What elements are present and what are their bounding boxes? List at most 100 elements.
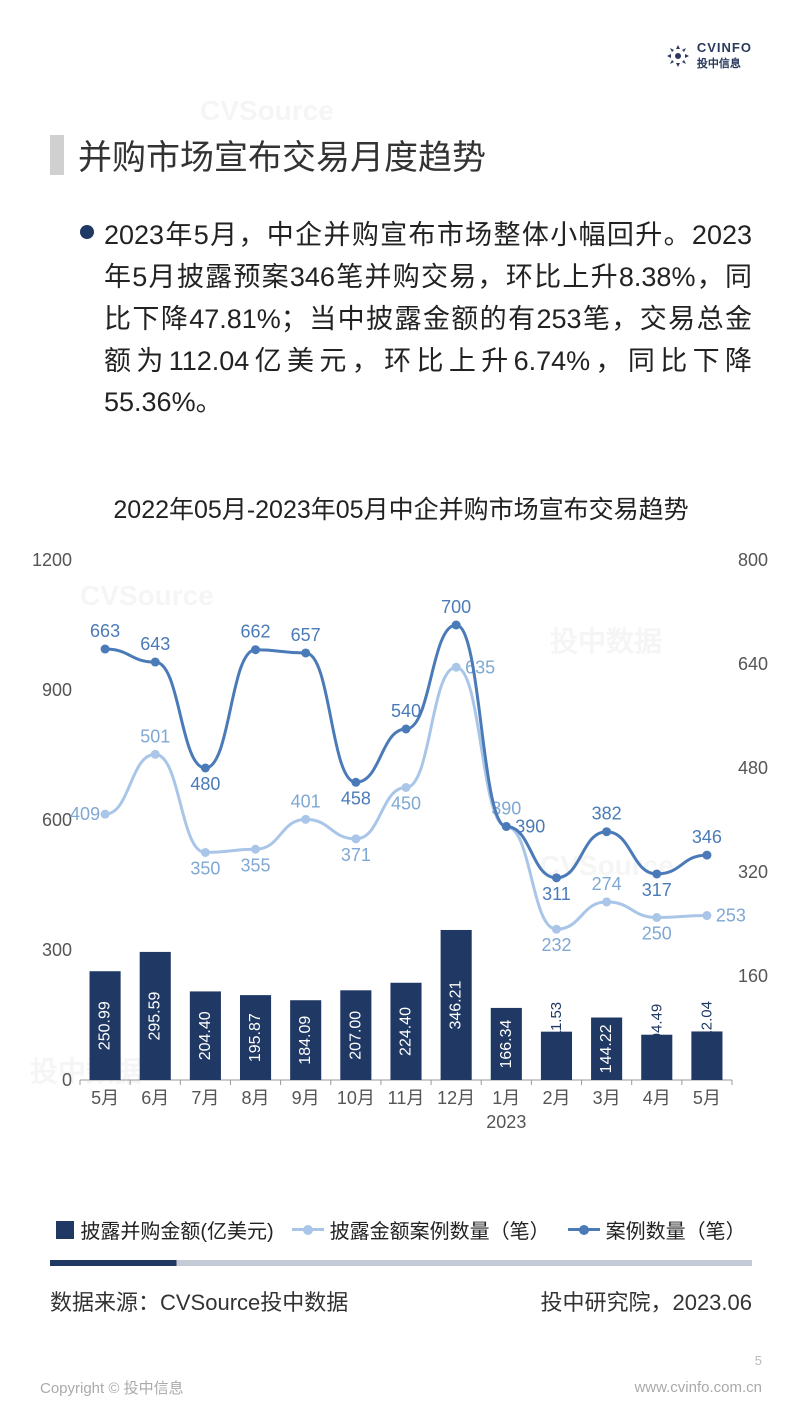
line-marker — [151, 750, 160, 759]
svg-text:295.59: 295.59 — [147, 991, 164, 1040]
line-marker — [552, 925, 561, 934]
svg-text:166.34: 166.34 — [498, 1019, 515, 1068]
svg-text:6月: 6月 — [141, 1088, 169, 1108]
line-marker — [101, 810, 110, 819]
svg-text:350: 350 — [190, 859, 220, 879]
svg-text:144.22: 144.22 — [598, 1024, 615, 1073]
page-title-block: 并购市场宣布交易月度趋势 — [50, 130, 486, 179]
bullet-icon — [80, 225, 94, 239]
svg-text:224.40: 224.40 — [398, 1007, 415, 1056]
legend-label-bar: 披露并购金额(亿美元) — [80, 1215, 273, 1244]
svg-text:184.09: 184.09 — [297, 1016, 314, 1065]
svg-text:800: 800 — [738, 550, 768, 570]
line-marker — [702, 911, 711, 920]
svg-text:657: 657 — [291, 625, 321, 645]
svg-text:311: 311 — [542, 884, 571, 904]
line-marker — [552, 873, 561, 882]
line-marker — [602, 827, 611, 836]
line-marker — [602, 897, 611, 906]
line-marker — [652, 869, 661, 878]
svg-text:3月: 3月 — [593, 1088, 621, 1108]
svg-text:663: 663 — [90, 621, 120, 641]
chart-title: 2022年05月-2023年05月中企并购市场宣布交易趋势 — [0, 490, 802, 526]
line-marker — [702, 851, 711, 860]
svg-text:346: 346 — [692, 827, 722, 847]
line-marker — [101, 645, 110, 654]
svg-text:7月: 7月 — [191, 1088, 219, 1108]
svg-text:207.00: 207.00 — [347, 1011, 364, 1060]
svg-text:409: 409 — [70, 804, 100, 824]
svg-text:253: 253 — [716, 906, 746, 926]
svg-text:12月: 12月 — [437, 1088, 475, 1108]
svg-text:5月: 5月 — [91, 1088, 119, 1108]
legend-swatch-light — [292, 1228, 324, 1231]
chart-legend: 披露并购金额(亿美元) 披露金额案例数量（笔） 案例数量（笔） — [30, 1215, 772, 1244]
svg-text:300: 300 — [42, 940, 72, 960]
svg-text:232: 232 — [541, 935, 571, 955]
combo-chart: 03006009001200160320480640800250.99295.5… — [20, 540, 782, 1160]
line-marker — [452, 663, 461, 672]
footer: Copyright © 投中信息 www.cvinfo.com.cn — [40, 1377, 762, 1398]
page-number: 5 — [755, 1353, 762, 1368]
divider — [50, 1260, 752, 1266]
svg-text:643: 643 — [140, 634, 170, 654]
legend-label-dark: 案例数量（笔） — [606, 1215, 746, 1244]
svg-text:355: 355 — [241, 855, 271, 875]
legend-label-light: 披露金额案例数量（笔） — [330, 1215, 550, 1244]
source-row: 数据来源：CVSource投中数据 投中研究院，2023.06 — [50, 1285, 752, 1317]
svg-text:250: 250 — [642, 924, 672, 944]
svg-text:250.99: 250.99 — [97, 1001, 114, 1050]
svg-text:382: 382 — [592, 804, 622, 824]
line-marker — [652, 913, 661, 922]
svg-text:401: 401 — [291, 791, 321, 811]
line-marker — [201, 764, 210, 773]
svg-text:10月: 10月 — [337, 1088, 375, 1108]
line-marker — [502, 822, 511, 831]
footer-copyright: Copyright © 投中信息 — [40, 1377, 184, 1398]
svg-text:390: 390 — [515, 817, 545, 837]
legend-item-dark: 案例数量（笔） — [568, 1215, 746, 1244]
svg-text:600: 600 — [42, 810, 72, 830]
logo-sub-text: 投中信息 — [697, 55, 752, 71]
logo-main-text: CVINFO — [697, 40, 752, 55]
chart-line — [105, 625, 707, 878]
svg-text:371: 371 — [341, 845, 371, 865]
line-marker — [452, 621, 461, 630]
line-marker — [402, 783, 411, 792]
svg-text:5月: 5月 — [693, 1088, 721, 1108]
svg-text:9月: 9月 — [292, 1088, 320, 1108]
svg-text:2023: 2023 — [486, 1112, 526, 1132]
svg-text:501: 501 — [140, 726, 170, 746]
body-block: 2023年5月，中企并购宣布市场整体小幅回升。2023年5月披露预案346笔并购… — [80, 215, 752, 424]
source-right: 投中研究院，2023.06 — [540, 1285, 752, 1317]
legend-item-bar: 披露并购金额(亿美元) — [56, 1215, 273, 1244]
svg-text:635: 635 — [465, 657, 495, 677]
svg-text:8月: 8月 — [242, 1088, 270, 1108]
svg-text:317: 317 — [642, 880, 672, 900]
svg-text:540: 540 — [391, 701, 421, 721]
svg-text:160: 160 — [738, 966, 768, 986]
line-marker — [251, 845, 260, 854]
footer-url: www.cvinfo.com.cn — [634, 1379, 762, 1396]
body-text: 2023年5月，中企并购宣布市场整体小幅回升。2023年5月披露预案346笔并购… — [104, 215, 752, 424]
logo: CVINFO 投中信息 — [665, 40, 752, 71]
svg-text:480: 480 — [190, 774, 220, 794]
line-marker — [201, 848, 210, 857]
watermark: CVSource — [200, 95, 334, 127]
logo-icon — [665, 43, 691, 69]
legend-swatch-dark — [568, 1228, 600, 1231]
svg-text:700: 700 — [441, 597, 471, 617]
svg-text:2月: 2月 — [542, 1088, 570, 1108]
line-marker — [351, 778, 360, 787]
page-title: 并购市场宣布交易月度趋势 — [78, 130, 486, 179]
svg-text:480: 480 — [738, 758, 768, 778]
line-marker — [151, 658, 160, 667]
svg-text:274: 274 — [592, 874, 622, 894]
svg-text:450: 450 — [391, 794, 421, 814]
svg-text:112.04: 112.04 — [698, 1001, 715, 1046]
svg-text:662: 662 — [241, 622, 271, 642]
svg-text:0: 0 — [62, 1070, 72, 1090]
svg-text:346.21: 346.21 — [448, 981, 465, 1030]
svg-text:1月: 1月 — [492, 1088, 520, 1108]
title-bar — [50, 135, 64, 175]
